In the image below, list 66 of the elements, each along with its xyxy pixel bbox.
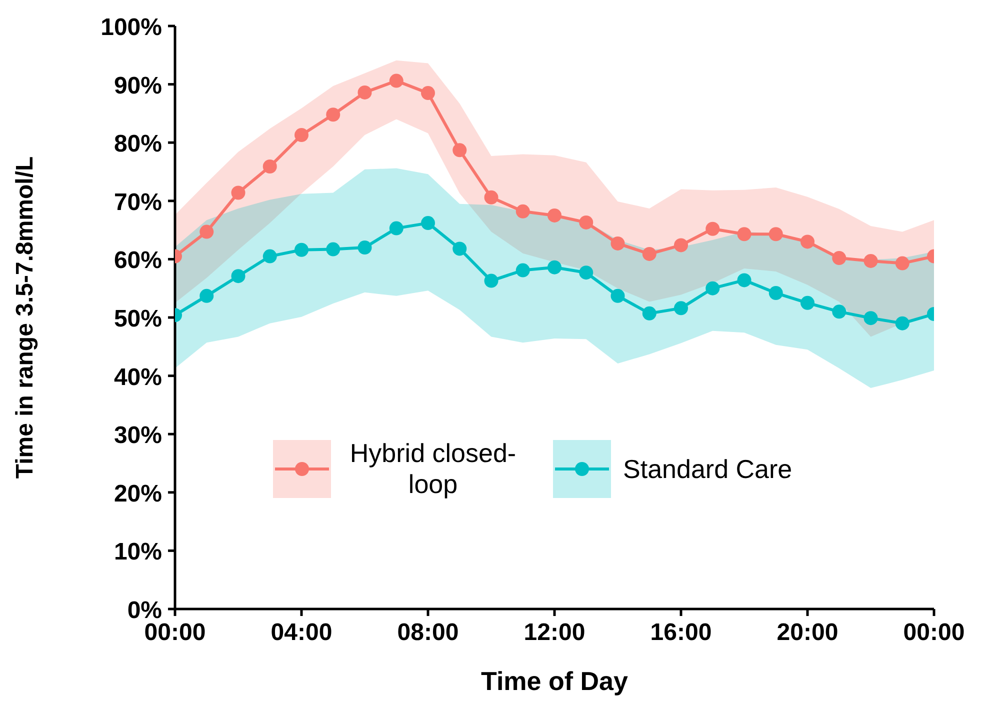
legend-label: Standard Care [623,454,792,485]
x-tick-label: 04:00 [270,619,332,646]
x-axis-title: Time of Day [481,666,628,696]
x-tick-label: 00:00 [903,619,965,646]
point [262,249,277,264]
point [389,74,404,88]
point [610,236,625,250]
y-tick-label: 10% [114,538,162,566]
x-tick-label: 16:00 [650,619,712,646]
point [674,301,688,316]
point [768,286,783,300]
x-tick-label: 12:00 [524,619,586,646]
y-tick-label: 50% [114,306,162,332]
point [610,288,625,303]
point [200,224,214,239]
point [421,86,435,100]
y-tick-label: 80% [114,130,162,158]
y-tick-label: 70% [114,188,162,216]
x-tick-label: 20:00 [776,619,838,646]
point [516,204,530,218]
point [768,227,783,242]
point [294,242,308,257]
point [326,242,340,256]
point [864,254,878,268]
point [800,296,814,310]
point [294,128,308,142]
point [864,311,878,326]
point [484,274,498,288]
point [800,234,814,249]
point [262,160,277,174]
point [200,288,214,303]
point [484,190,498,204]
y-tick-label: 40% [114,364,162,391]
point [737,227,752,242]
y-tick-label: 20% [114,480,162,508]
point [452,143,467,158]
point [231,186,246,200]
point [516,263,530,278]
point [452,242,467,256]
point [421,216,435,230]
point [895,316,910,330]
point [706,281,720,296]
point [579,215,594,230]
point [737,273,752,288]
point [548,260,562,274]
point [326,108,340,122]
point [548,208,562,222]
point [358,240,372,255]
y-tick-label: 100% [100,14,162,41]
point [358,85,372,100]
legend-label: Hybrid closed-loop [348,438,518,500]
point [895,256,910,270]
point [579,266,594,280]
y-tick-label: 60% [114,247,162,274]
point [706,222,720,236]
point [231,269,246,284]
point [832,304,846,319]
point [642,246,656,261]
y-axis-title: Time in range 3.5-7.8mmol/L [12,156,39,479]
point [642,306,656,320]
x-tick-label: 08:00 [397,619,459,646]
y-tick-label: 30% [114,422,162,450]
point [389,221,404,236]
point [832,251,846,266]
y-tick-label: 90% [114,72,162,100]
point [674,238,688,252]
